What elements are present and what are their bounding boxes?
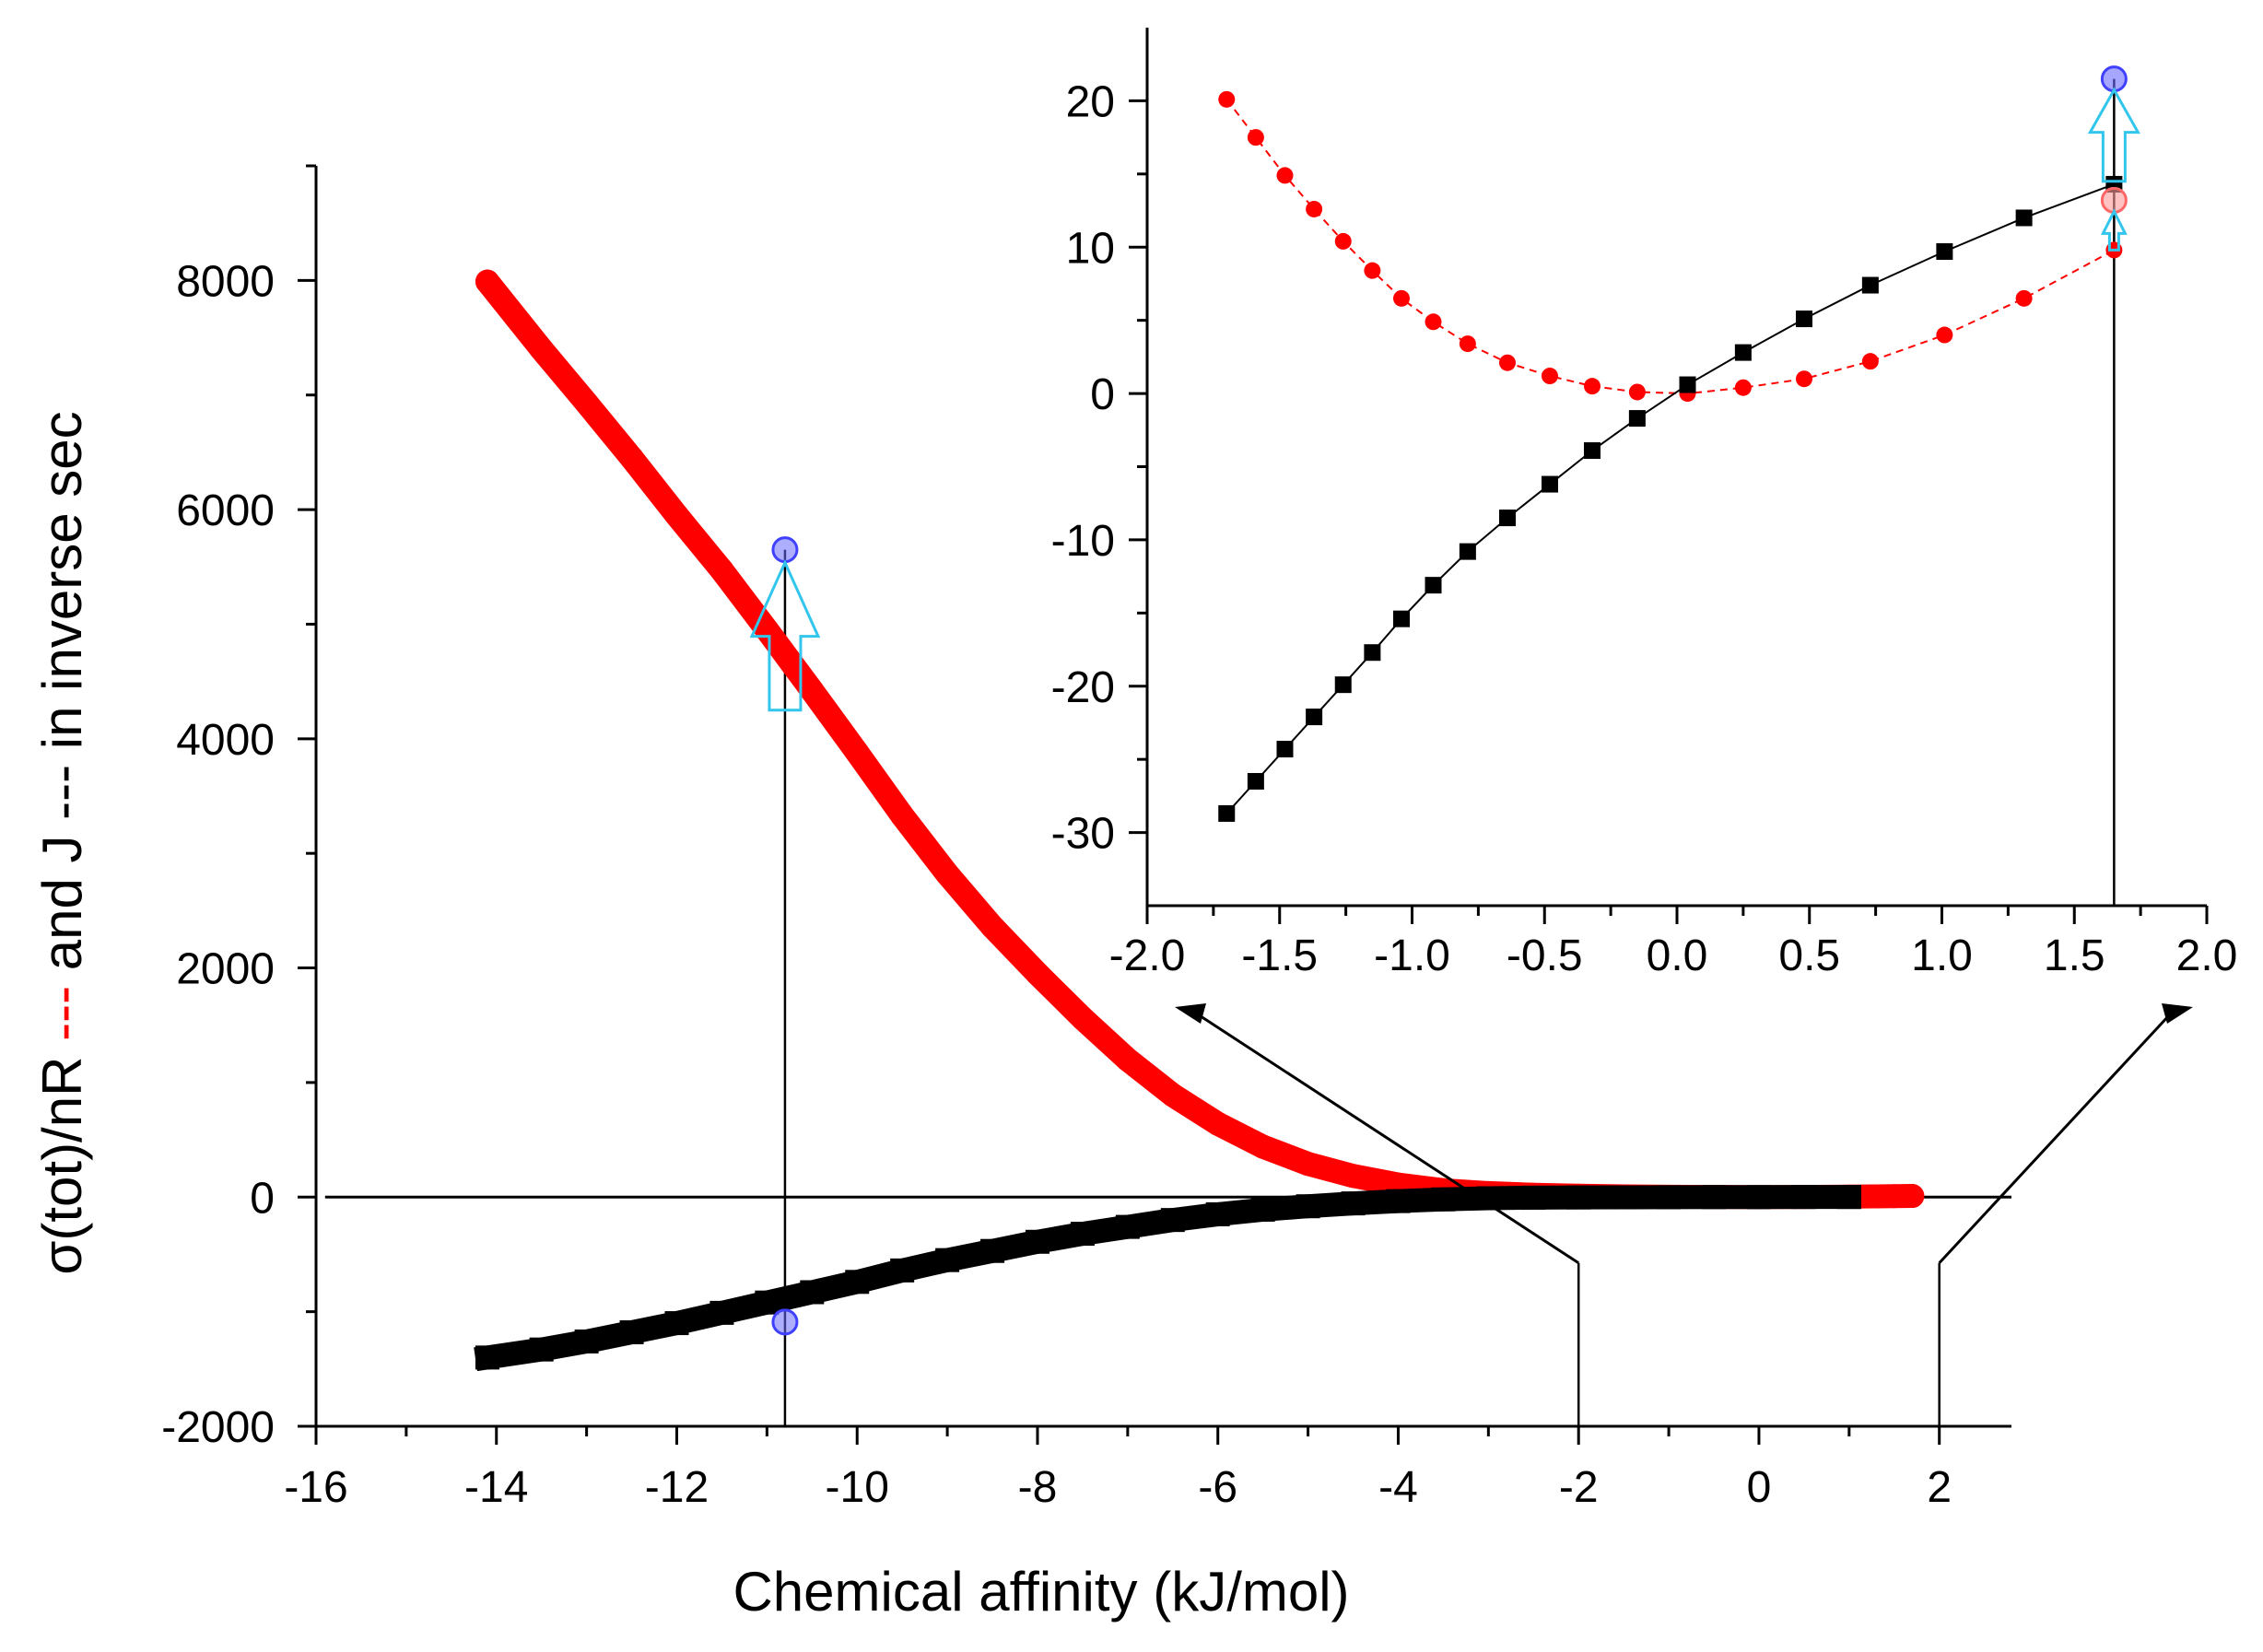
inset-point: [1218, 804, 1236, 822]
y-title-red-dash-1: ---: [31, 986, 93, 1041]
inset-x-tick-label: 1.5: [2044, 931, 2105, 980]
main-y-tick-label: 8000: [176, 257, 275, 306]
inset-x-tick-label: 0.0: [1647, 931, 1708, 980]
inset-point: [1861, 353, 1879, 370]
inset-point: [1584, 378, 1601, 395]
inset-point: [1499, 354, 1516, 371]
inset-y-tick-label: -10: [1051, 517, 1115, 566]
inset-point: [1393, 610, 1410, 627]
main-y-tick-label: 2000: [176, 945, 275, 994]
inset-x-tick-label: 1.0: [1911, 931, 1973, 980]
main-x-tick-label: 2: [1927, 1463, 1952, 1512]
zoom-connector-left: [1197, 1013, 1580, 1265]
inset-point: [1542, 368, 1558, 385]
main-x-tick-label: -4: [1378, 1463, 1418, 1512]
main-y-tick-label: -2000: [161, 1403, 275, 1452]
main-x-tick-label: -2: [1559, 1463, 1599, 1512]
y-title-black-dash: ---: [31, 765, 93, 820]
inset-x-tick-label: -0.5: [1507, 931, 1583, 980]
inset-point: [1679, 376, 1696, 393]
inset-up-arrow: [2087, 87, 2140, 183]
inset-point: [1628, 410, 1646, 428]
inset-point: [1734, 344, 1752, 361]
inset-x-tick-label: 2.0: [2176, 931, 2238, 980]
inset-point: [1334, 676, 1352, 694]
y-title-part-3: in inverse sec: [31, 411, 93, 765]
inset-y-tick-label: 10: [1066, 224, 1115, 273]
inset-point: [1459, 335, 1476, 353]
inset-point: [1306, 709, 1323, 726]
inset-y-tick-label: -20: [1051, 663, 1115, 712]
main-x-tick-label: -16: [284, 1463, 347, 1512]
inset-point: [1628, 383, 1646, 401]
inset-point: [1796, 370, 1812, 388]
inset-point: [1499, 510, 1516, 527]
y-title-part-1: σ(tot)/nR: [31, 1041, 93, 1275]
main-series-band: [474, 1185, 1861, 1372]
inset-point: [1306, 200, 1323, 217]
inset-point: [1425, 577, 1442, 594]
main-x-tick-label: -12: [645, 1463, 709, 1512]
inset-point: [2015, 209, 2033, 227]
inset-x-tick-label: -1.0: [1374, 931, 1450, 980]
inset-point: [1247, 772, 1264, 790]
inset-point: [1861, 276, 1879, 294]
inset-chart: -2.0 -1.5 -1.0 -0.5 0.0 0.5 1.0 1.5 2.0 -30 -20 -10…: [1051, 28, 2238, 980]
zoom-connector-right: [1938, 1013, 2172, 1264]
zoom-arrowhead-left: [1175, 1003, 1206, 1024]
inset-series-sigma: [1218, 90, 2123, 403]
inset-point: [1459, 543, 1476, 560]
inset-x-tick-label: -1.5: [1241, 931, 1318, 980]
main-highlight-marker: [771, 536, 799, 564]
y-title-part-2: and J: [31, 820, 93, 986]
main-highlight-marker: [771, 1308, 799, 1336]
inset-x-tick-label: -2.0: [1109, 931, 1186, 980]
main-up-arrow: [749, 558, 821, 712]
inset-point: [1542, 475, 1558, 493]
inset-y-tick-label: 20: [1066, 77, 1115, 126]
inset-point: [1247, 129, 1264, 146]
main-x-tick-label: -10: [826, 1463, 889, 1512]
main-y-tick-label: 4000: [176, 716, 275, 765]
inset-point: [1364, 644, 1381, 662]
inset-point: [1425, 313, 1442, 331]
main-chart: -16 -14 -12 -10 -8 -6 -4 -2 0 2-20000200040006000…: [161, 164, 2011, 1512]
main-x-axis-title: Chemical affinity (kJ/mol): [733, 1561, 1349, 1623]
inset-y-tick-label: -30: [1051, 810, 1115, 859]
main-x-tick-label: -6: [1198, 1463, 1237, 1512]
inset-point: [1936, 326, 1953, 344]
inset-point: [1218, 90, 1236, 108]
inset-point: [1276, 167, 1294, 184]
inset-point: [1393, 289, 1410, 307]
inset-point: [1364, 262, 1381, 279]
inset-point: [1276, 741, 1294, 758]
inset-up-arrow: [2100, 208, 2128, 252]
inset-y-tick-label: 0: [1090, 370, 1115, 419]
inset-background: [1147, 28, 2225, 917]
zoom-arrowhead-right: [2162, 1003, 2193, 1024]
main-series-flux: [474, 1185, 1861, 1372]
main-y-tick-label: 0: [250, 1174, 275, 1223]
main-x-tick-label: -14: [464, 1463, 528, 1512]
inset-point: [1936, 243, 1953, 261]
inset-point: [1584, 442, 1601, 460]
inset-series-flux: [1218, 175, 2123, 822]
main-y-tick-label: 6000: [176, 486, 275, 535]
inset-point: [2015, 289, 2033, 307]
zoom-connectors: [1175, 1003, 2193, 1265]
main-x-tick-label: -8: [1018, 1463, 1058, 1512]
inset-point: [1734, 379, 1752, 396]
inset-point: [1334, 232, 1352, 250]
inset-x-tick-label: 0.5: [1778, 931, 1840, 980]
main-x-tick-label: 0: [1747, 1463, 1772, 1512]
inset-point: [1796, 310, 1812, 328]
main-y-axis-title: σ(tot)/nR --- and J --- in inverse sec: [31, 411, 93, 1274]
